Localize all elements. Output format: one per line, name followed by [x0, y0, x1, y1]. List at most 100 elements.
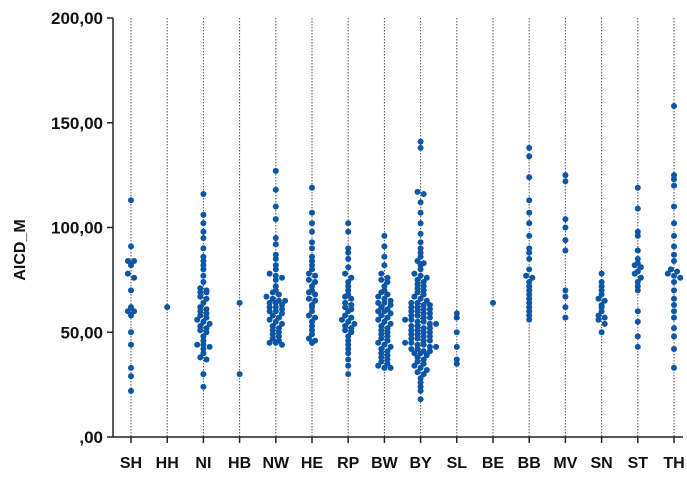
data-point-by [414, 369, 421, 376]
data-point-by [417, 379, 424, 386]
data-point-nw [275, 291, 282, 298]
data-point-st [634, 268, 641, 275]
data-point-bw [381, 243, 388, 250]
data-point-nw [272, 308, 279, 315]
data-point-sh [128, 243, 134, 250]
data-point-bw [384, 279, 391, 285]
data-point-mv [562, 172, 569, 179]
data-point-th [671, 103, 677, 109]
data-point-ni [197, 354, 204, 361]
data-point-by [420, 302, 427, 308]
data-point-by [417, 364, 424, 371]
data-point-th [671, 220, 677, 227]
data-point-sl [453, 329, 460, 336]
data-point-hb [236, 299, 243, 306]
data-point-mv [562, 293, 569, 300]
data-point-bw [375, 339, 382, 346]
data-point-he [309, 323, 315, 329]
data-point-nw [279, 274, 285, 281]
axes [112, 18, 683, 438]
data-point-mv [562, 178, 569, 185]
data-point-bb [526, 153, 533, 160]
data-point-by [426, 302, 433, 308]
data-point-by [408, 308, 415, 315]
data-point-ni [200, 346, 207, 352]
y-tick-label: 100,00 [51, 219, 103, 238]
data-point-by [417, 396, 424, 403]
data-point-by [414, 276, 421, 283]
data-point-rp [342, 304, 349, 311]
data-point-sh [131, 258, 138, 264]
data-point-by [414, 354, 421, 361]
x-tick-labels: SH HH NI HB NW HE RP BW BY SL BE BB MV SN ST TH [120, 437, 685, 472]
data-point-nw [266, 270, 273, 277]
data-point-bw [378, 323, 385, 329]
data-point-bw [387, 364, 394, 371]
data-point-st [634, 232, 641, 239]
data-point-by [417, 383, 424, 390]
data-point-by [414, 289, 421, 296]
data-point-by [426, 320, 433, 327]
data-point-he [312, 272, 319, 279]
data-point-by [420, 337, 427, 344]
data-point-bb [526, 308, 533, 315]
data-point-ni [203, 356, 210, 363]
data-point-bw [378, 354, 385, 361]
data-point-st [634, 228, 641, 235]
data-point-ni [200, 350, 207, 357]
data-point-ni [197, 285, 204, 292]
data-point-by [420, 283, 427, 290]
data-point-bw [378, 346, 385, 352]
data-point-by [420, 260, 427, 267]
data-point-by [414, 318, 421, 325]
data-point-nw [272, 272, 279, 279]
data-point-nw [269, 295, 276, 302]
data-point-nw [279, 341, 285, 348]
data-point-he [309, 262, 315, 269]
data-point-sn [598, 279, 605, 285]
data-point-sl [453, 343, 460, 350]
x-tick-label-st: ST [628, 455, 649, 472]
data-point-bw [381, 295, 388, 302]
data-point-bw [381, 262, 388, 269]
data-point-by [417, 266, 424, 273]
data-point-bb [529, 274, 536, 281]
data-point-rp [345, 318, 352, 325]
data-point-sh [131, 274, 138, 281]
data-point-nw [272, 304, 279, 311]
data-point-he [309, 209, 315, 216]
data-point-th [671, 272, 677, 279]
data-point-nw [266, 304, 273, 311]
data-point-he [305, 270, 312, 277]
data-point-by [408, 299, 415, 306]
data-point-bw [378, 312, 385, 319]
data-point-by [426, 337, 433, 344]
data-point-rp [345, 346, 352, 352]
data-point-nw [279, 302, 285, 308]
y-tick-label: ,00 [79, 428, 103, 447]
data-point-by [417, 144, 424, 151]
data-point-mv [562, 224, 569, 231]
data-point-by [433, 320, 440, 327]
data-point-by [414, 285, 421, 292]
data-point-bw [387, 297, 394, 304]
data-point-bb [526, 255, 533, 262]
data-point-by [414, 308, 421, 315]
x-tick-label-bw: BW [371, 455, 399, 472]
data-point-bw [381, 299, 388, 306]
data-point-rp [351, 320, 358, 327]
data-point-rp [345, 341, 352, 348]
data-point-by [423, 297, 430, 304]
data-point-nw [272, 255, 279, 262]
data-point-rp [342, 299, 349, 306]
data-point-nw [272, 262, 279, 269]
data-point-bw [375, 316, 382, 323]
data-point-bw [384, 348, 391, 355]
data-point-by [417, 387, 424, 394]
data-point-bw [378, 350, 385, 357]
data-point-sn [598, 283, 605, 290]
data-point-by [408, 346, 415, 352]
data-point-nw [263, 293, 270, 300]
data-point-he [309, 253, 315, 260]
data-point-sh [128, 387, 134, 394]
